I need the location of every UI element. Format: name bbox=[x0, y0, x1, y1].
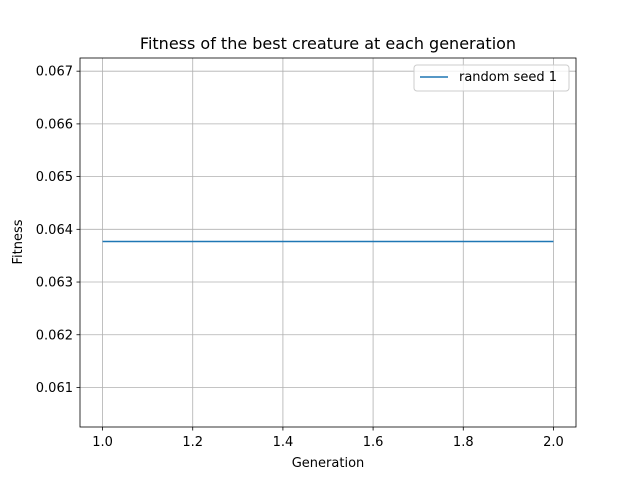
x-tick-label: 1.2 bbox=[182, 435, 203, 450]
x-axis-label: Generation bbox=[292, 456, 365, 471]
x-tick-label: 1.6 bbox=[363, 435, 384, 450]
legend: random seed 1 bbox=[413, 64, 570, 92]
x-tick-label: 1.4 bbox=[273, 435, 294, 450]
y-tick-label: 0.064 bbox=[36, 223, 73, 238]
x-tick-label: 1.0 bbox=[92, 435, 113, 450]
y-tick-label: 0.067 bbox=[36, 65, 73, 80]
grid bbox=[80, 58, 576, 427]
y-tick-label: 0.066 bbox=[36, 117, 73, 132]
chart-title: Fitness of the best creature at each gen… bbox=[140, 34, 516, 53]
y-tick-label: 0.063 bbox=[36, 276, 73, 291]
y-tick-label: 0.065 bbox=[36, 170, 73, 185]
ticks: 1.0 1.2 1.4 1.6 1.8 2.0 0.061 0.062 0.063 0.064 0.… bbox=[36, 65, 564, 450]
y-tick-label: 0.061 bbox=[36, 381, 73, 396]
x-tick-label: 1.8 bbox=[453, 435, 474, 450]
legend-box bbox=[413, 64, 570, 92]
legend-label-random-seed-1: random seed 1 bbox=[459, 70, 557, 85]
x-tick-label: 2.0 bbox=[543, 435, 564, 450]
plot-frame bbox=[79, 57, 577, 428]
y-tick-label: 0.062 bbox=[36, 328, 73, 343]
y-axis-label: Fitness bbox=[11, 219, 26, 264]
